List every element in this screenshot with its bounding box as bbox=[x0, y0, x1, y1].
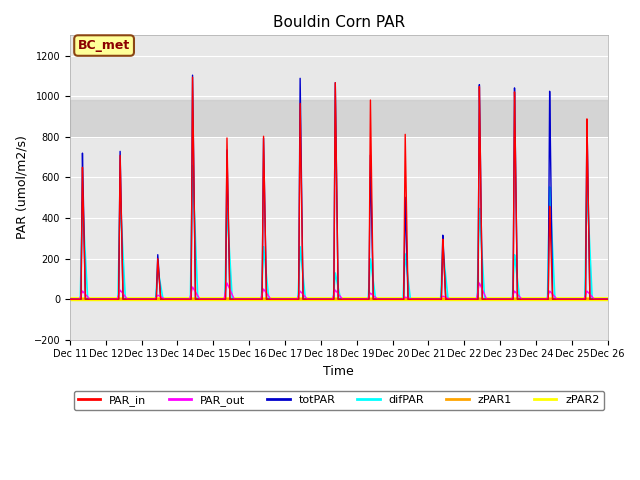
Text: BC_met: BC_met bbox=[78, 39, 130, 52]
Legend: PAR_in, PAR_out, totPAR, difPAR, zPAR1, zPAR2: PAR_in, PAR_out, totPAR, difPAR, zPAR1, … bbox=[74, 391, 604, 410]
X-axis label: Time: Time bbox=[323, 365, 354, 378]
Y-axis label: PAR (umol/m2/s): PAR (umol/m2/s) bbox=[15, 136, 28, 240]
Title: Bouldin Corn PAR: Bouldin Corn PAR bbox=[273, 15, 405, 30]
Bar bbox=[70, 100, 608, 137]
